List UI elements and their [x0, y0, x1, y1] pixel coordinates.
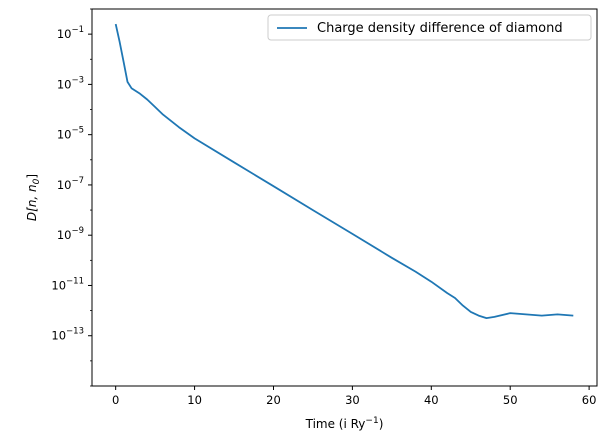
legend-box — [267, 14, 592, 41]
y-tick-label: 10−1 — [57, 25, 84, 41]
x-tick-label: 10 — [187, 393, 202, 407]
plot-area — [114, 23, 574, 320]
x-tick-label: 30 — [345, 393, 360, 407]
x-axis-label: Time (i Ry−1) — [305, 416, 384, 431]
y-tick-label: 10−7 — [57, 176, 84, 192]
x-tick-label: 20 — [266, 393, 281, 407]
x-tick-label: 40 — [424, 393, 439, 407]
legend: Charge density difference of diamond — [267, 14, 592, 41]
x-tick-label: 50 — [503, 393, 518, 407]
x-tick-label: 60 — [582, 393, 597, 407]
legend-label: Charge density difference of diamond — [317, 21, 563, 36]
x-tick-label: 0 — [112, 393, 119, 407]
series-line — [114, 23, 574, 320]
y-tick-label: 10−13 — [51, 327, 84, 343]
y-tick-label: 10−3 — [57, 75, 84, 91]
y-tick-label: 10−11 — [51, 276, 84, 292]
y-tick-label: 10−5 — [57, 126, 84, 142]
plot-frame — [91, 8, 598, 387]
y-axis: 10−1 10−3 10−5 10−7 10−9 10−11 10−13 — [51, 8, 92, 387]
y-axis-label: D[n, n0] — [25, 174, 42, 221]
y-tick-label: 10−9 — [57, 226, 84, 242]
x-axis: 0 10 20 30 40 50 60 — [112, 386, 596, 407]
